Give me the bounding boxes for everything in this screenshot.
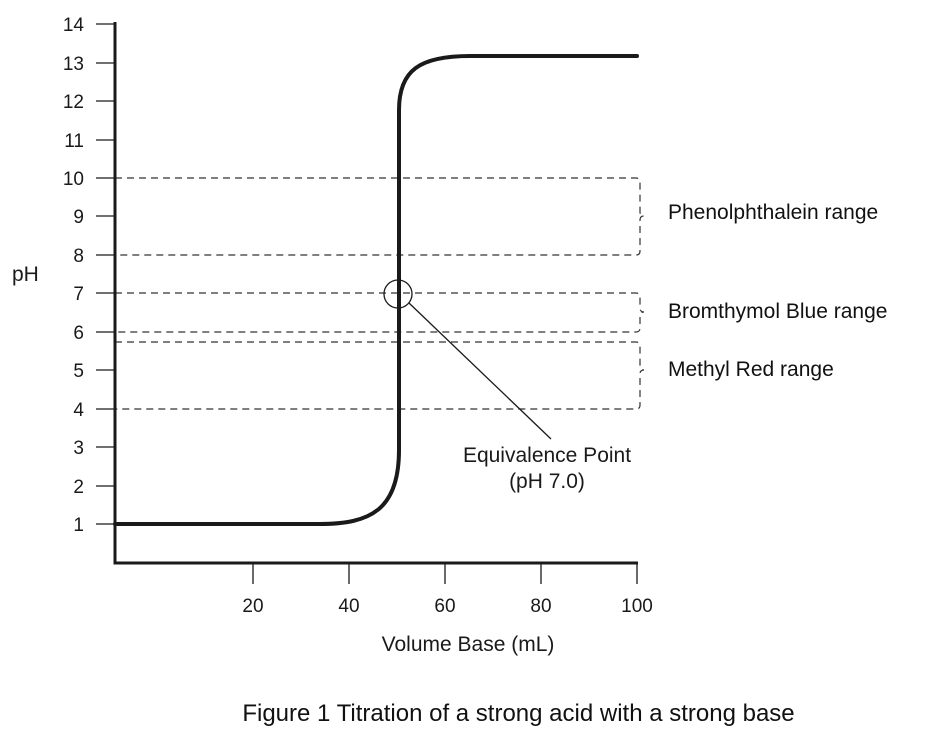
x-axis-label: Volume Base (mL) [382,633,555,656]
x-tick-label: 20 [242,596,263,617]
titration-curve [113,54,639,526]
y-tick-label: 9 [73,207,84,228]
phenolphthalein-range-bracket [115,177,645,256]
bromthymol-range-bracket [115,292,645,333]
y-tick-label: 14 [63,15,85,36]
y-tick-label: 12 [63,92,84,113]
equivalence-point-sublabel: (pH 7.0) [509,470,585,493]
y-tick-label: 13 [63,54,84,75]
y-axis-ticks [96,23,115,525]
phenolphthalein-range-label: Phenolphthalein range [668,201,878,224]
x-axis-ticks [252,563,638,584]
methyl-red-range-label: Methyl Red range [668,358,834,381]
y-tick-label: 3 [73,438,84,459]
equivalence-point-label: Equivalence Point [463,444,631,467]
indicator-range-lines [115,177,645,410]
x-tick-label: 40 [338,596,359,617]
equivalence-leader-line [408,302,552,440]
x-axis-tick-labels: 20 40 60 80 100 [242,596,652,617]
y-tick-label: 4 [73,400,84,421]
x-tick-label: 100 [621,596,653,617]
figure-caption: Figure 1 Titration of a strong acid with… [242,700,795,727]
y-tick-label: 11 [64,131,84,152]
x-tick-label: 80 [530,596,551,617]
y-tick-label: 7 [73,284,84,305]
x-tick-label: 60 [434,596,455,617]
y-tick-label: 1 [73,515,84,536]
y-axis-tick-labels: 14 13 12 11 10 9 8 7 6 5 4 3 2 1 [63,15,85,536]
equivalence-point-marker [383,279,413,309]
y-tick-label: 6 [73,323,84,344]
y-tick-label: 10 [63,169,84,190]
y-tick-label: 5 [73,361,84,382]
bromthymol-range-label: Bromthymol Blue range [668,300,887,323]
y-axis-label: pH [12,263,39,286]
y-tick-label: 2 [73,477,84,498]
methyl-red-range-bracket [115,341,645,410]
y-tick-label: 8 [73,246,84,267]
axes [113,22,638,565]
